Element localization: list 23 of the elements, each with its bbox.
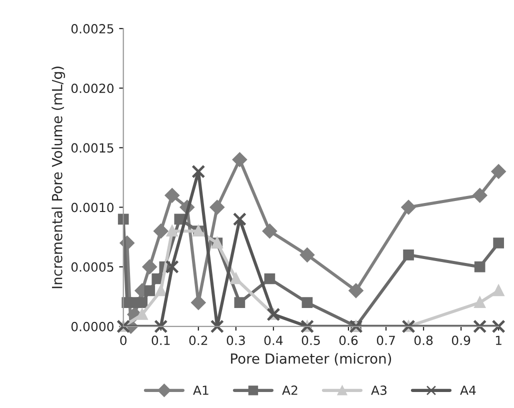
x-tick-label: 0	[120, 336, 127, 346]
x-tick-label: 0.1	[152, 336, 170, 346]
x-axis-title: Pore Diameter (micron)	[231, 353, 392, 366]
x-tick-label: 0.7	[376, 336, 395, 346]
x-tick-label: 0.5	[302, 336, 320, 346]
legend-label: A3	[371, 386, 386, 395]
legend-label: A4	[460, 386, 476, 395]
y-axis-title: Incremental Pore Volume (mL/g)	[52, 66, 66, 288]
x-tick-label: 0.8	[414, 336, 433, 346]
y-tick-label: 0.0000	[71, 322, 114, 332]
y-tick-label: 0.0015	[71, 143, 114, 153]
x-tick-label: 0.4	[264, 336, 283, 346]
legend-label: A2	[282, 386, 298, 395]
legend-label: A1	[193, 386, 208, 395]
y-tick-label: 0.0020	[71, 84, 114, 94]
y-tick-label: 0.0025	[71, 24, 114, 34]
x-tick-label: 0.6	[339, 336, 358, 346]
y-tick-label: 0.0005	[71, 262, 114, 272]
x-tick-label: 0.3	[226, 336, 245, 346]
x-tick-label: 1	[496, 336, 502, 345]
x-tick-label: 0.2	[189, 336, 208, 346]
y-tick-label: 0.0010	[71, 202, 114, 212]
x-tick-label: 0.9	[452, 336, 470, 346]
